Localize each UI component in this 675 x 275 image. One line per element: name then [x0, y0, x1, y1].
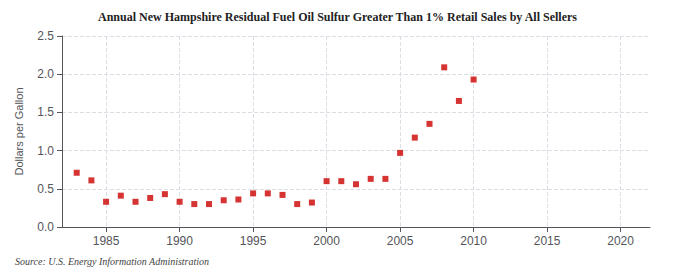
svg-text:1.0: 1.0 [37, 144, 54, 158]
svg-text:2010: 2010 [460, 234, 487, 248]
svg-text:1.5: 1.5 [37, 105, 54, 119]
svg-text:1985: 1985 [93, 234, 120, 248]
svg-text:1995: 1995 [240, 234, 267, 248]
svg-text:Source: U.S. Energy Informatio: Source: U.S. Energy Information Administ… [15, 256, 209, 267]
svg-text:0.0: 0.0 [37, 220, 54, 234]
svg-text:2.5: 2.5 [37, 29, 54, 43]
svg-text:Annual New Hampshire Residual: Annual New Hampshire Residual Fuel Oil S… [98, 10, 577, 24]
svg-text:0.5: 0.5 [37, 182, 54, 196]
svg-text:2020: 2020 [607, 234, 634, 248]
svg-text:2000: 2000 [313, 234, 340, 248]
svg-text:2015: 2015 [534, 234, 561, 248]
svg-text:Dollars per Gallon: Dollars per Gallon [13, 87, 25, 175]
svg-text:2.0: 2.0 [37, 67, 54, 81]
svg-text:1990: 1990 [166, 234, 193, 248]
svg-text:2005: 2005 [387, 234, 414, 248]
